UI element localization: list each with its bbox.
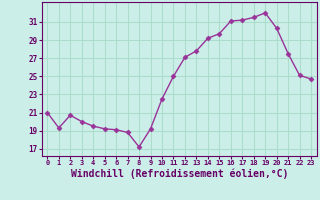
X-axis label: Windchill (Refroidissement éolien,°C): Windchill (Refroidissement éolien,°C) xyxy=(70,169,288,179)
